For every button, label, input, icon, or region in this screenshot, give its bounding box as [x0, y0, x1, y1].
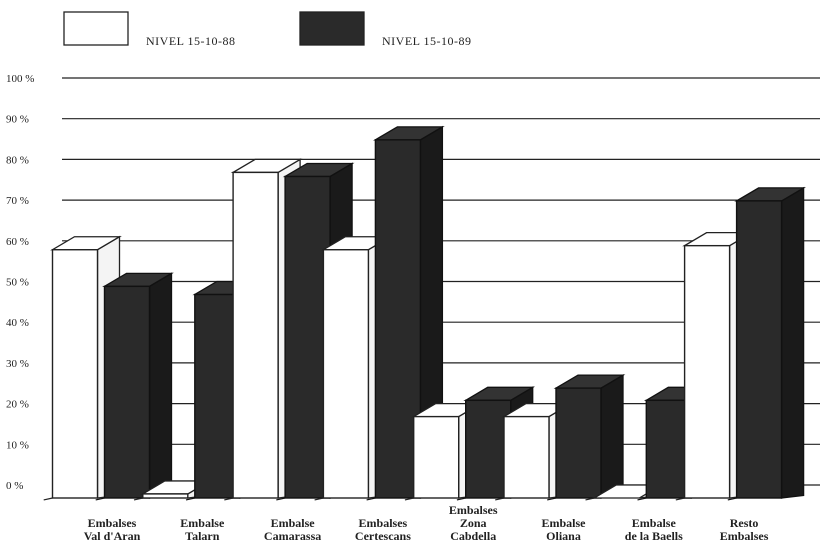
category-label: Embalses	[88, 516, 137, 530]
bar-nivel-89	[95, 272, 174, 501]
bars	[43, 125, 806, 501]
y-tick-label: 30 %	[6, 358, 29, 370]
legend-swatch	[299, 11, 365, 46]
category-label: Embalses	[449, 503, 498, 517]
category-label: de la Baells	[625, 529, 683, 543]
y-tick-label: 90 %	[6, 114, 29, 126]
bar-nivel-89	[727, 186, 806, 501]
category-label: Camarassa	[264, 529, 321, 543]
category-label: Embalse	[632, 516, 677, 530]
category-label: Embalse	[271, 516, 316, 530]
y-tick-label: 40 %	[6, 317, 29, 329]
y-tick-label: 60 %	[6, 236, 29, 248]
y-tick-label: 70 %	[6, 195, 29, 207]
legend-label: NIVEL 15-10-89	[382, 34, 472, 48]
category-label: Resto	[730, 516, 759, 530]
y-tick-label: 0 %	[6, 480, 23, 492]
category-label: Val d'Aran	[84, 529, 141, 543]
bar-nivel-88	[314, 235, 393, 501]
category-label: Embalse	[541, 516, 586, 530]
category-label: Embalses	[720, 529, 769, 543]
bar-nivel-89	[547, 373, 626, 501]
y-tick-label: 10 %	[6, 439, 29, 451]
y-tick-label: 20 %	[6, 399, 29, 411]
category-label: Certescans	[355, 529, 411, 543]
category-label: Cabdella	[450, 529, 496, 543]
legend: NIVEL 15-10-88 NIVEL 15-10-89	[63, 11, 472, 48]
category-label: Zona	[460, 516, 487, 530]
category-label: Embalse	[180, 516, 225, 530]
category-label: Embalses	[359, 516, 408, 530]
legend-label: NIVEL 15-10-88	[146, 34, 236, 48]
y-axis-ticks: 0 % 10 % 20 % 30 % 40 % 50 % 60 % 70 % 80 % 90 % 1…	[6, 73, 34, 492]
category-label: Talarn	[185, 529, 220, 543]
legend-swatch	[63, 11, 129, 46]
y-tick-label: 80 %	[6, 154, 29, 166]
y-tick-label: 100 %	[6, 73, 34, 85]
category-label: Oliana	[546, 529, 581, 543]
y-tick-label: 50 %	[6, 277, 29, 289]
